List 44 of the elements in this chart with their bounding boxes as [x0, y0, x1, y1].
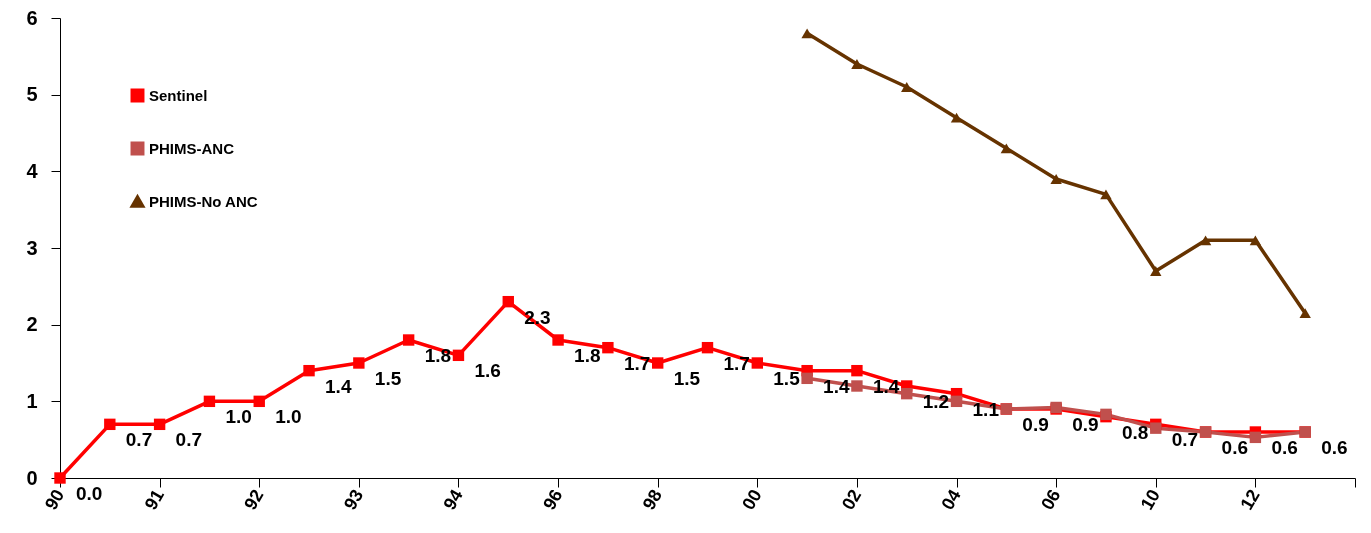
y-tick-label: 4	[26, 159, 39, 182]
data-label: 1.0	[275, 406, 302, 428]
data-label: 1.5	[673, 368, 701, 389]
y-tick-label: 6	[26, 6, 38, 29]
data-label: 1.4	[325, 375, 352, 397]
x-tick-label: 96	[539, 486, 567, 514]
data-label: 0.6	[1271, 437, 1298, 458]
legend-label: Sentinel	[149, 86, 208, 104]
data-label: 1.7	[723, 352, 750, 374]
x-tick-label: 93	[339, 486, 368, 514]
x-tick-label: 12	[1236, 486, 1264, 514]
data-label: 0.7	[125, 429, 153, 451]
x-tick-label: 06	[1037, 486, 1065, 514]
y-tick-label: 5	[26, 83, 38, 106]
data-label: 0.6	[1221, 437, 1248, 458]
x-tick-label: 10	[1136, 486, 1165, 514]
legend-label: PHIMS-ANC	[149, 139, 235, 157]
data-label: 0.9	[1072, 414, 1099, 435]
y-tick-label: 1	[26, 389, 38, 412]
x-tick-label: 91	[140, 486, 168, 514]
y-tick-label: 0	[26, 466, 38, 489]
x-tick-label: 94	[439, 486, 467, 514]
data-label: 0.7	[1171, 429, 1199, 451]
data-label: 0.6	[1321, 437, 1348, 458]
x-tick-label: 00	[738, 486, 766, 514]
data-label: 1.8	[424, 345, 452, 366]
y-tick-label: 3	[26, 236, 38, 259]
data-label: 1.5	[374, 368, 402, 389]
data-label: 1.8	[574, 345, 601, 366]
x-tick-label: 92	[240, 486, 268, 514]
x-tick-label: 98	[638, 486, 666, 514]
data-label: 0.0	[76, 483, 103, 504]
x-tick-label: 04	[937, 486, 965, 514]
x-tick-label: 90	[40, 486, 69, 514]
data-label: 1.5	[773, 368, 801, 389]
data-label: 1.0	[225, 406, 252, 428]
legend-label: PHIMS-No ANC	[149, 192, 258, 210]
data-label: 1.7	[623, 352, 651, 374]
y-tick-label: 2	[26, 313, 38, 336]
data-label: 0.8	[1121, 421, 1149, 443]
data-label: 1.6	[474, 360, 501, 382]
data-label: 0.9	[1022, 414, 1049, 435]
data-label: 0.7	[175, 429, 203, 451]
x-tick-label: 02	[837, 486, 866, 514]
